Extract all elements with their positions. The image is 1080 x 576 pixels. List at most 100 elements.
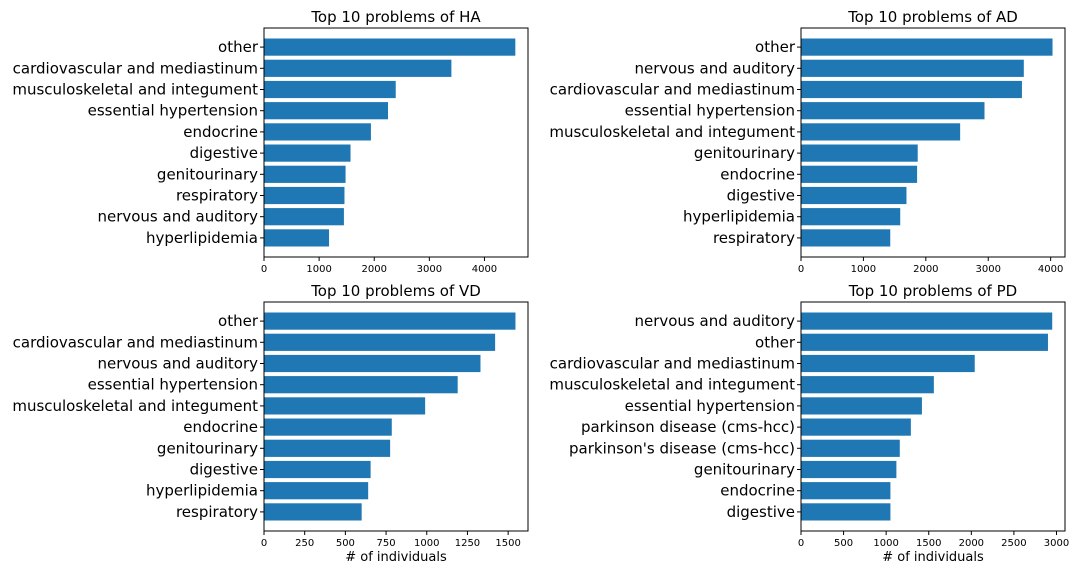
- panel-ha: Top 10 problems of HA other cardiovascular…: [12, 8, 529, 275]
- chart-title: Top 10 problems of AD: [847, 8, 1018, 26]
- category-label: nervous and auditory: [97, 208, 258, 226]
- bar: [801, 460, 897, 479]
- bar: [801, 229, 891, 247]
- chart-title: Top 10 problems of HA: [310, 8, 481, 26]
- x-tick-label: 250: [295, 538, 314, 549]
- plot-frame: [800, 27, 1066, 258]
- x-tick-label: 0: [798, 264, 804, 275]
- category-label: cardiovascular and mediastinum: [550, 81, 795, 99]
- x-tick-label: 3000: [417, 264, 442, 275]
- panel-ad: Top 10 problems of AD other nervous and au…: [549, 8, 1066, 275]
- bar: [264, 144, 351, 162]
- x-tick-label: 1000: [873, 538, 898, 549]
- bar: [264, 102, 389, 120]
- bar: [264, 165, 346, 183]
- category-label: cardiovascular and mediastinum: [13, 333, 258, 351]
- bar: [801, 59, 1024, 77]
- category-label: essential hypertension: [88, 376, 258, 394]
- category-label: digestive: [727, 503, 795, 521]
- bar: [264, 376, 458, 394]
- bar: [264, 482, 369, 500]
- category-label: musculoskeletal and integument: [12, 81, 258, 99]
- bar: [264, 208, 344, 226]
- category-label: endocrine: [183, 123, 258, 141]
- bar: [801, 165, 918, 183]
- category-label: genitourinary: [694, 144, 795, 162]
- x-tick-label: 3000: [976, 264, 1001, 275]
- category-label: digestive: [190, 144, 258, 162]
- category-label: other: [755, 333, 796, 351]
- category-label: hyperlipidemia: [146, 229, 258, 247]
- x-tick-label: 2500: [1001, 538, 1026, 549]
- bar: [801, 397, 922, 415]
- bar: [801, 186, 907, 205]
- plot-frame: [263, 301, 529, 532]
- x-tick-label: 3000: [1044, 538, 1069, 549]
- x-tick-label: 0: [261, 538, 267, 549]
- bar: [801, 102, 985, 120]
- category-label: essential hypertension: [88, 102, 258, 120]
- chart-title: Top 10 problems of PD: [848, 282, 1017, 300]
- x-tick-label: 500: [336, 538, 355, 549]
- bar: [801, 482, 891, 500]
- bar: [264, 123, 371, 141]
- panel-vd: Top 10 problems of VD other cardiovascular…: [12, 282, 529, 565]
- category-label: nervous and auditory: [97, 355, 258, 373]
- category-label: genitourinary: [157, 439, 258, 457]
- category-label: cardiovascular and mediastinum: [550, 355, 795, 373]
- category-label: nervous and auditory: [634, 312, 795, 330]
- x-tick-label: 1250: [455, 538, 480, 549]
- category-label: hyperlipidemia: [146, 482, 258, 500]
- plot-frame: [263, 27, 529, 258]
- x-tick-label: 1000: [414, 538, 439, 549]
- x-tick-label: 500: [834, 538, 853, 549]
- category-label: cardiovascular and mediastinum: [13, 59, 258, 77]
- x-tick-label: 1500: [916, 538, 941, 549]
- x-tick-label: 2000: [959, 538, 984, 549]
- category-label: endocrine: [183, 418, 258, 436]
- category-label: hyperlipidemia: [683, 208, 795, 226]
- chart-title: Top 10 problems of VD: [310, 282, 481, 300]
- category-label: other: [755, 38, 796, 56]
- panel-pd: Top 10 problems of PD nervous and auditor…: [549, 282, 1069, 565]
- bar: [801, 418, 911, 436]
- bar: [801, 312, 1053, 330]
- bar: [801, 333, 1048, 351]
- x-tick-label: 2000: [913, 264, 938, 275]
- x-tick-label: 750: [377, 538, 396, 549]
- category-label: respiratory: [176, 187, 258, 205]
- category-label: genitourinary: [157, 165, 258, 183]
- bar: [801, 144, 918, 162]
- x-tick-label: 4000: [1038, 264, 1063, 275]
- bar: [264, 439, 391, 457]
- x-tick-label: 2000: [362, 264, 387, 275]
- bar: [264, 397, 426, 415]
- bar: [264, 333, 496, 351]
- bar: [801, 439, 900, 457]
- category-label: parkinson disease (cms-hcc): [581, 418, 795, 436]
- category-label: digestive: [727, 187, 795, 205]
- bar: [801, 354, 975, 373]
- bar: [264, 186, 345, 205]
- bar: [801, 38, 1053, 56]
- category-label: musculoskeletal and integument: [549, 123, 795, 141]
- category-label: musculoskeletal and integument: [549, 376, 795, 394]
- bar: [264, 80, 396, 99]
- bar: [801, 208, 901, 226]
- category-label: parkinson's disease (cms-hcc): [569, 439, 795, 457]
- bar: [264, 229, 330, 247]
- x-tick-label: 0: [798, 538, 804, 549]
- bar: [264, 503, 362, 521]
- x-tick-label: 1000: [851, 264, 876, 275]
- bar: [264, 59, 452, 77]
- category-label: respiratory: [176, 503, 258, 521]
- x-tick-label: 1000: [306, 264, 331, 275]
- category-label: genitourinary: [694, 461, 795, 479]
- category-label: endocrine: [720, 165, 795, 183]
- x-tick-label: 4000: [472, 264, 497, 275]
- category-label: musculoskeletal and integument: [12, 397, 258, 415]
- category-label: endocrine: [720, 482, 795, 500]
- x-tick-label: 1500: [495, 538, 520, 549]
- category-label: digestive: [190, 461, 258, 479]
